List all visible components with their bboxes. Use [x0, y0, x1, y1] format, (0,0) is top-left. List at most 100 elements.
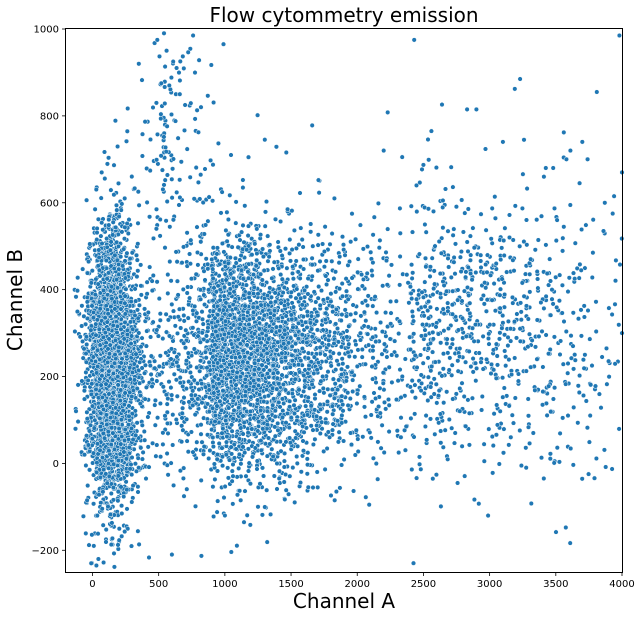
scatter-point	[99, 394, 105, 400]
scatter-point	[95, 363, 101, 370]
scatter-point	[129, 369, 136, 375]
scatter-point	[108, 542, 114, 548]
scatter-point	[92, 292, 98, 298]
scatter-point	[107, 511, 114, 517]
scatter-point	[84, 197, 90, 203]
scatter-point	[129, 499, 135, 505]
scatter-point	[114, 329, 120, 336]
scatter-point	[101, 559, 107, 566]
scatter-point	[121, 494, 127, 500]
scatter-point	[90, 315, 96, 321]
scatter-point	[224, 209, 230, 215]
scatter-point	[116, 213, 122, 220]
scatter-point	[110, 497, 116, 503]
scatter-point	[187, 369, 193, 376]
scatter-point	[293, 258, 299, 264]
scatter-point	[109, 520, 115, 526]
scatter-point	[370, 455, 376, 461]
scatter-point	[101, 287, 107, 294]
scatter-point	[117, 339, 123, 345]
scatter-point	[122, 293, 128, 299]
scatter-point	[87, 467, 93, 473]
scatter-point	[109, 410, 115, 416]
scatter-point	[99, 240, 105, 247]
scatter-point	[292, 499, 298, 505]
scatter-point	[113, 224, 119, 230]
scatter-point	[110, 400, 116, 406]
scatter-point	[122, 319, 128, 325]
scatter-point	[119, 229, 125, 235]
scatter-point	[113, 410, 119, 416]
scatter-point	[118, 360, 124, 366]
scatter-point	[119, 503, 125, 509]
scatter-point	[94, 460, 100, 466]
scatter-point	[273, 144, 279, 150]
scatter-point	[348, 239, 354, 245]
scatter-point	[98, 195, 104, 201]
scatter-point	[254, 257, 260, 263]
scatter-point	[349, 211, 355, 217]
scatter-point	[317, 430, 323, 437]
scatter-point	[110, 437, 116, 443]
scatter-point	[304, 456, 310, 462]
scatter-point	[111, 446, 118, 452]
scatter-point	[96, 254, 102, 261]
scatter-point	[122, 258, 128, 264]
scatter-point	[119, 371, 125, 377]
scatter-point	[155, 415, 161, 421]
scatter-point	[397, 367, 403, 373]
scatter-point	[139, 456, 145, 462]
scatter-point	[342, 307, 348, 313]
scatter-point	[131, 361, 137, 367]
scatter-point	[274, 460, 280, 467]
scatter-point	[127, 466, 133, 472]
scatter-point	[135, 241, 141, 247]
scatter-point	[100, 334, 106, 340]
scatter-point	[93, 186, 99, 193]
scatter-point	[110, 219, 116, 225]
scatter-point	[351, 488, 357, 494]
scatter-point	[99, 373, 105, 379]
scatter-point	[84, 433, 90, 439]
scatter-point	[329, 231, 335, 237]
scatter-point	[95, 347, 101, 353]
scatter-point	[352, 354, 358, 360]
scatter-point	[324, 281, 330, 288]
scatter-point	[123, 138, 130, 144]
scatter-point	[121, 402, 127, 408]
scatter-point	[121, 246, 127, 252]
scatter-point	[317, 258, 323, 264]
scatter-point	[96, 326, 102, 332]
scatter-point	[135, 528, 141, 534]
scatter-point	[91, 425, 97, 431]
scatter-point	[141, 428, 147, 435]
scatter-point	[107, 247, 113, 253]
scatter-point	[86, 259, 92, 265]
scatter-point	[84, 299, 90, 305]
scatter-point	[100, 430, 106, 436]
scatter-point	[180, 286, 186, 292]
scatter-point	[126, 217, 132, 223]
chart-title: Flow cytommetry emission	[209, 3, 478, 27]
scatter-point	[125, 105, 131, 112]
scatter-point	[116, 266, 122, 272]
scatter-point	[115, 180, 122, 186]
scatter-point	[283, 487, 289, 493]
scatter-point	[128, 425, 135, 431]
scatter-point	[97, 306, 103, 312]
scatter-point	[137, 380, 143, 386]
scatter-point	[86, 428, 93, 434]
scatter-point	[187, 251, 193, 257]
scatter-point	[105, 504, 111, 510]
scatter-point	[337, 485, 343, 491]
scatter-point	[139, 422, 145, 428]
scatter-point	[91, 501, 97, 507]
scatter-point	[314, 469, 320, 475]
scatter-point	[284, 265, 290, 271]
scatter-point	[264, 539, 270, 545]
scatter-point	[114, 257, 120, 263]
scatter-point	[331, 195, 337, 201]
scatter-point	[154, 442, 160, 448]
scatter-point	[190, 325, 196, 331]
